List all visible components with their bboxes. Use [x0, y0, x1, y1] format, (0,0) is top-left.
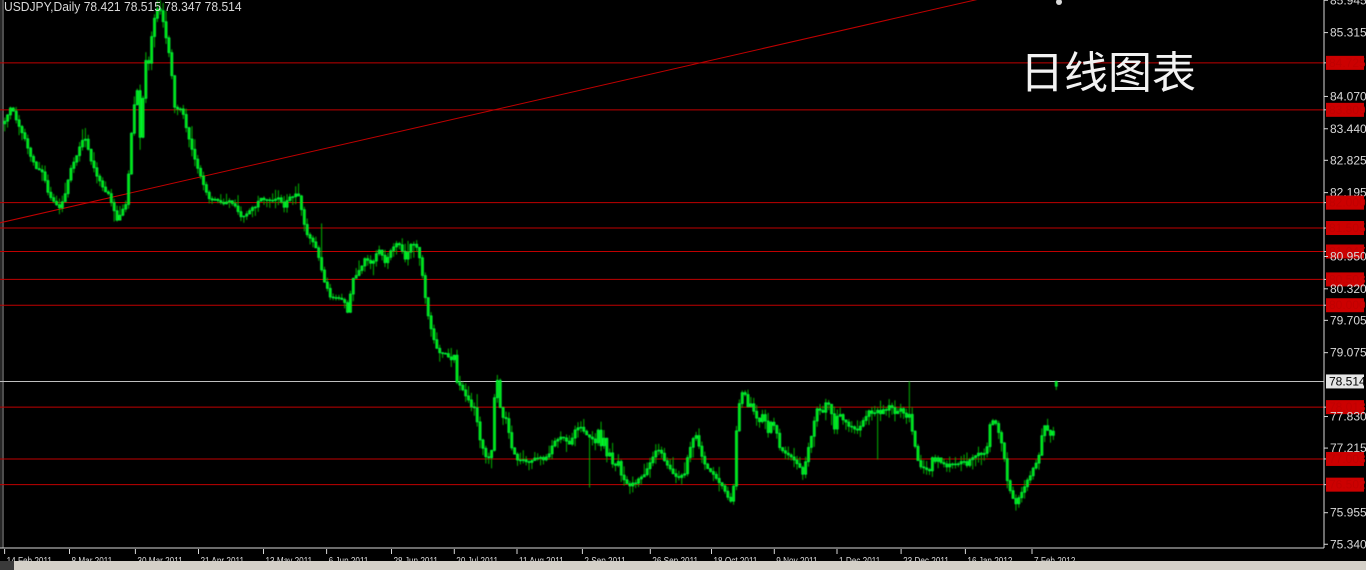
svg-text:80.000: 80.000	[1329, 298, 1366, 312]
svg-text:80.320: 80.320	[1330, 282, 1366, 296]
svg-text:80.950: 80.950	[1330, 249, 1366, 263]
svg-text:79.075: 79.075	[1330, 346, 1366, 360]
svg-text:76.502: 76.502	[1329, 478, 1366, 492]
svg-text:75.955: 75.955	[1330, 506, 1366, 520]
svg-text:84.725: 84.725	[1329, 56, 1366, 70]
svg-text:85.315: 85.315	[1330, 26, 1366, 40]
svg-text:83.440: 83.440	[1330, 122, 1366, 136]
svg-text:77.830: 77.830	[1330, 410, 1366, 424]
svg-text:75.340: 75.340	[1330, 537, 1366, 551]
svg-text:78.514: 78.514	[1329, 374, 1366, 388]
svg-text:82.825: 82.825	[1330, 153, 1366, 167]
svg-text:77.003: 77.003	[1329, 452, 1366, 466]
svg-text:84.070: 84.070	[1330, 89, 1366, 103]
svg-text:82.000: 82.000	[1329, 196, 1366, 210]
svg-text:79.705: 79.705	[1330, 313, 1366, 327]
svg-text:83.809: 83.809	[1329, 103, 1366, 117]
svg-text:81.505: 81.505	[1329, 221, 1366, 235]
svg-text:85.945: 85.945	[1330, 0, 1366, 7]
svg-text:USDJPY,Daily 78.421 78.515 7: USDJPY,Daily 78.421 78.515 78.347 78.514	[4, 0, 242, 14]
svg-text:日线图表: 日线图表	[1020, 49, 1196, 98]
